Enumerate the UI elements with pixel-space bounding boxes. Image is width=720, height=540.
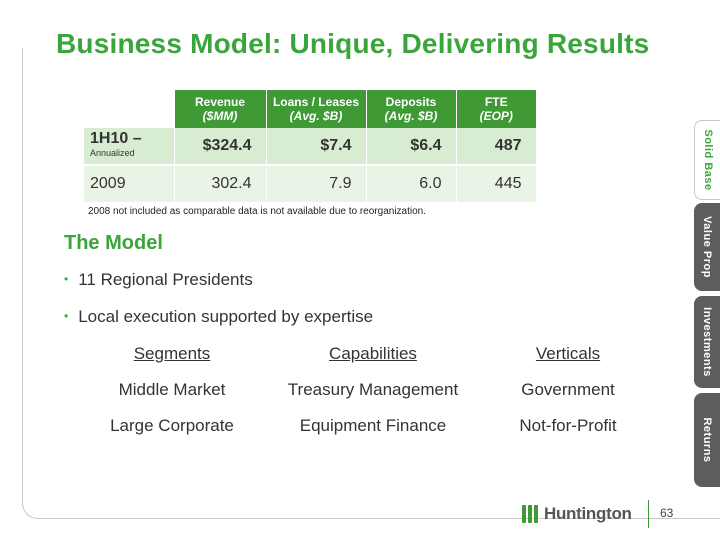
table-corner-cell: [84, 90, 175, 128]
page-number: 63: [660, 506, 674, 520]
tab-returns[interactable]: Returns: [694, 393, 720, 487]
row-label: 2009: [84, 165, 175, 202]
bullet-item: • Local execution supported by expertise: [64, 307, 374, 326]
column-header-fte: FTE (EOP): [456, 90, 536, 128]
bullet-item: • 11 Regional Presidents: [64, 270, 253, 289]
tab-value-prop[interactable]: Value Prop: [694, 203, 720, 291]
tab-investments[interactable]: Investments: [694, 296, 720, 388]
list-item: Not-for-Profit: [519, 416, 617, 435]
table-footnote: 2008 not included as comparable data is …: [88, 206, 427, 217]
slide-frame: [22, 48, 720, 519]
list-item: Equipment Finance: [299, 416, 447, 435]
logo-mark-icon: [522, 505, 540, 523]
bullet-icon: •: [64, 309, 69, 323]
list-item: Large Corporate: [110, 416, 234, 435]
row-label: 1H10 – Annualized: [84, 128, 175, 166]
tab-solid-base[interactable]: Solid Base: [694, 120, 720, 200]
verticals-column: Verticals Government Not-for-Profit: [494, 344, 642, 452]
slide-title: Business Model: Unique, Delivering Resul…: [56, 28, 650, 59]
table-cell: 302.4: [174, 165, 267, 202]
table-cell: 487: [456, 128, 537, 166]
column-heading: Verticals: [535, 344, 601, 363]
logo-wordmark: Huntington: [544, 504, 632, 523]
section-heading: The Model: [64, 232, 163, 254]
bullet-icon: •: [64, 272, 69, 286]
column-header-loans: Loans / Leases (Avg. $B): [266, 90, 367, 128]
column-header-deposits: Deposits (Avg. $B): [366, 90, 457, 128]
column-heading: Capabilities: [329, 344, 417, 363]
footer-divider: [648, 500, 649, 528]
list-item: Government: [521, 380, 615, 399]
table-row: 2009 302.4 7.9 6.0 445: [84, 165, 537, 202]
table-cell: 7.9: [266, 165, 367, 202]
huntington-logo: Huntington: [522, 504, 632, 524]
list-item: Middle Market: [118, 380, 226, 399]
capabilities-column: Capabilities Treasury Management Equipme…: [268, 344, 478, 452]
table-cell: $7.4: [266, 128, 367, 166]
table-cell: 6.0: [366, 165, 457, 202]
list-item: Treasury Management: [287, 380, 459, 399]
table-cell: 445: [456, 165, 537, 202]
table-row: 1H10 – Annualized $324.4 $7.4 $6.4 487: [84, 128, 537, 166]
column-heading: Segments: [133, 344, 211, 363]
column-header-revenue: Revenue ($MM): [174, 90, 267, 128]
table-header-row: Revenue ($MM) Loans / Leases (Avg. $B) Dep…: [84, 90, 536, 128]
segments-column: Segments Middle Market Large Corporate: [92, 344, 252, 452]
financial-table: Revenue ($MM) Loans / Leases (Avg. $B) Dep…: [84, 90, 537, 202]
table-cell: $6.4: [366, 128, 457, 166]
table-cell: $324.4: [174, 128, 267, 166]
